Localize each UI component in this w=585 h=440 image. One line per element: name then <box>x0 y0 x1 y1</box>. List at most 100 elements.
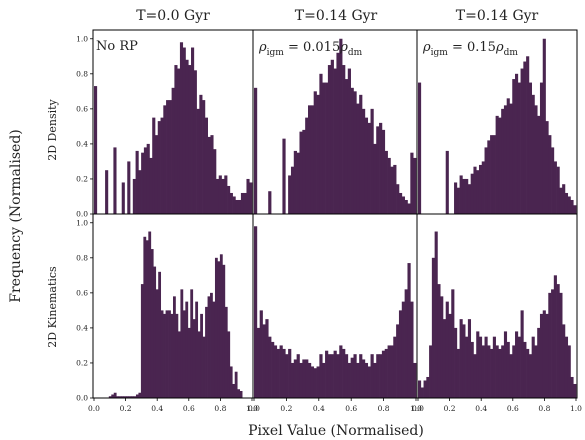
histogram-bar <box>330 59 334 214</box>
histogram-bar <box>299 131 303 214</box>
histogram-bar <box>313 368 317 398</box>
ticks-layer: 0.00.20.40.60.81.00.00.20.40.60.81.00.0 0… <box>76 34 582 413</box>
histogram-bar <box>501 108 505 214</box>
histogram-bar <box>528 82 532 214</box>
histogram-bar <box>126 396 129 398</box>
histogram-bar <box>339 38 343 215</box>
x-tick-label: 1.0 <box>570 404 582 413</box>
histogram-bar <box>376 354 380 398</box>
histogram-bar <box>506 98 510 214</box>
histogram-bar <box>509 103 513 214</box>
histogram-bar <box>429 345 433 398</box>
histogram-bar <box>562 184 566 214</box>
histogram-bar <box>465 178 469 214</box>
histogram-bar <box>476 331 480 398</box>
histogram-bar <box>254 87 258 214</box>
histogram-bar <box>492 336 496 398</box>
histogram-bar <box>393 336 397 398</box>
histogram-bar <box>364 362 369 398</box>
histogram-bar <box>506 341 510 398</box>
histogram-bar <box>448 313 452 398</box>
histogram-bar <box>347 362 351 398</box>
histogram-bar <box>401 301 405 398</box>
histogram-bar <box>116 396 120 398</box>
rho-subscript: igm <box>267 48 285 58</box>
x-tick-label: 0.6 <box>183 404 195 413</box>
histogram-bar <box>154 135 159 214</box>
histogram-bar <box>215 178 220 214</box>
histogram-bar <box>135 150 139 214</box>
histogram-bar <box>423 380 427 398</box>
histogram-bar <box>431 257 435 398</box>
histogram-bar <box>243 192 247 214</box>
histogram-bar <box>407 203 411 214</box>
y-tick-label: 0.2 <box>76 175 88 184</box>
rho-symbol: ρ <box>258 40 267 55</box>
histogram-bar <box>296 354 300 398</box>
histogram-bar <box>296 152 300 214</box>
histogram-bar <box>316 366 320 398</box>
histogram-bar <box>155 289 159 398</box>
histogram-bar <box>319 73 323 214</box>
histogram-bar <box>487 345 491 398</box>
x-tick-label: 0.2 <box>120 404 132 413</box>
histogram-bar <box>339 345 343 398</box>
x-tick-label: 0.0 <box>412 404 424 413</box>
histogram-bar <box>542 38 546 215</box>
histogram-bar <box>407 263 411 398</box>
histogram-bar <box>279 345 283 398</box>
histogram-bar <box>224 175 228 214</box>
histogram-bar <box>207 136 211 214</box>
histogram-bar <box>495 345 499 398</box>
histogram-bar <box>462 324 466 398</box>
histogram-bar <box>418 380 422 398</box>
histogram-bar <box>221 178 225 214</box>
histogram-bar <box>133 396 137 398</box>
histogram-bar <box>121 182 125 214</box>
histogram-bar <box>168 100 172 214</box>
histogram-bar <box>171 87 175 214</box>
histogram-bar <box>359 354 363 398</box>
histogram-bar <box>573 205 577 214</box>
histogram-bar <box>531 336 535 398</box>
histogram-bar <box>498 348 502 398</box>
histogram-bar <box>542 310 546 398</box>
histogram-bar <box>299 362 303 398</box>
histogram-bar <box>325 350 329 398</box>
histogram-bar <box>246 178 250 214</box>
histogram-bar <box>288 175 292 214</box>
histogram-bar <box>556 166 560 214</box>
histogram-bar <box>570 376 574 398</box>
histogram-bar <box>313 91 317 214</box>
histogram-bar <box>218 175 222 214</box>
histogram-bar <box>108 396 112 398</box>
y-tick-label: 0.2 <box>76 359 88 368</box>
histogram-bar <box>342 348 346 398</box>
histogram-bar <box>370 354 374 398</box>
y-tick-label: 0.8 <box>76 253 88 262</box>
histogram-bar <box>118 396 122 398</box>
histogram-bar <box>501 345 505 398</box>
histogram-bar <box>128 396 132 398</box>
histogram-bar <box>150 249 154 398</box>
histogram-bar <box>473 354 477 398</box>
histogram-bar <box>390 345 394 398</box>
histogram-bar <box>322 362 326 398</box>
histogram-bar <box>359 94 363 214</box>
histogram-bar <box>179 42 184 214</box>
x-axis-title: Pixel Value (Normalised) <box>248 423 424 439</box>
bars-layer <box>94 38 577 398</box>
histogram-bar <box>193 70 197 214</box>
histogram-bar <box>210 135 214 214</box>
histogram-bar <box>528 354 532 398</box>
histogram-bar <box>344 354 349 398</box>
rho-equals: = 0.015 <box>284 40 340 55</box>
histogram-bar <box>556 284 560 398</box>
histogram-bar <box>350 357 354 398</box>
histogram-bar <box>356 103 360 214</box>
histogram-bar <box>265 319 269 398</box>
histogram-bar <box>180 289 184 398</box>
histogram-bar <box>282 138 286 214</box>
y-tick-label: 1.0 <box>76 34 88 43</box>
x-tick-label: 0.2 <box>280 404 292 413</box>
